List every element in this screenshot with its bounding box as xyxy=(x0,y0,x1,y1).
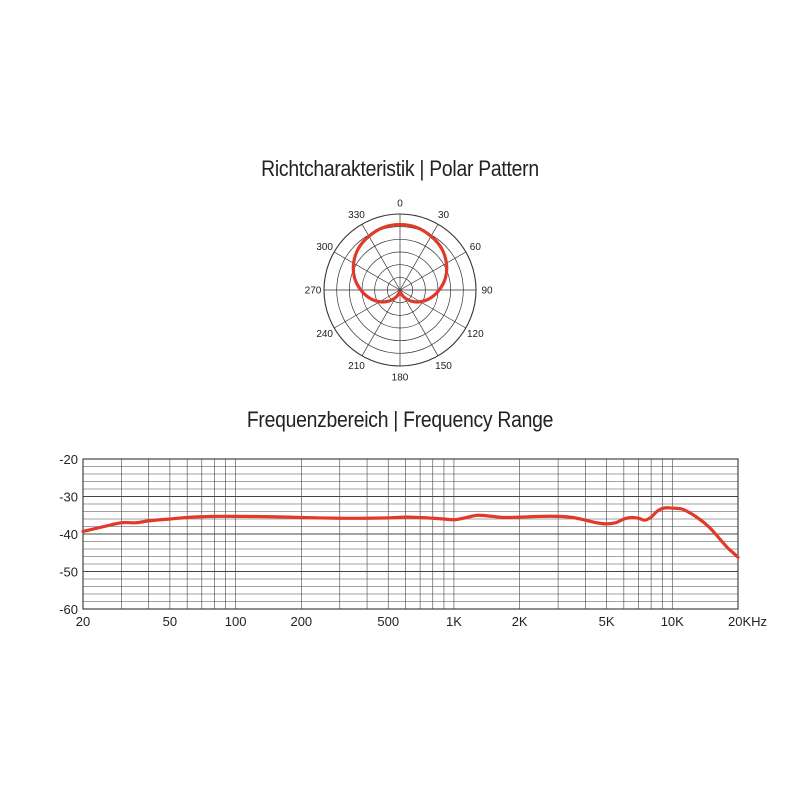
polar-angle-label: 180 xyxy=(392,373,409,384)
polar-spoke xyxy=(334,289,401,329)
freq-y-tick-label: -30 xyxy=(59,490,78,505)
polar-spoke xyxy=(399,289,439,356)
polar-angle-label: 150 xyxy=(435,361,452,372)
freq-x-tick-label: 2K xyxy=(512,614,528,629)
polar-angle-label: 210 xyxy=(348,361,365,372)
polar-spoke xyxy=(361,289,401,356)
freq-y-tick-label: -50 xyxy=(59,565,78,580)
polar-angle-label: 60 xyxy=(470,242,482,253)
freq-x-tick-label: 1K xyxy=(446,614,462,629)
polar-pattern-curve xyxy=(351,223,449,304)
freq-plot-frame xyxy=(82,458,739,610)
polar-spoke xyxy=(399,251,466,291)
polar-angle-label: 120 xyxy=(467,329,484,340)
polar-angle-label: 30 xyxy=(438,210,450,221)
freq-y-tick-label: -20 xyxy=(59,452,78,467)
frequency-range-title: Frequenzbereich | Frequency Range xyxy=(246,407,554,432)
polar-pattern-title: Richtcharakteristik | Polar Pattern xyxy=(261,156,539,181)
freq-y-tick-label: -60 xyxy=(59,602,78,617)
freq-x-tick-label: 5K xyxy=(599,614,615,629)
polar-angle-label: 240 xyxy=(316,329,333,340)
freq-x-tick-label: 500 xyxy=(377,614,399,629)
freq-x-tick-label: 200 xyxy=(290,614,312,629)
polar-angle-label: 330 xyxy=(348,210,365,221)
polar-angle-label: 270 xyxy=(305,286,322,297)
freq-y-tick-label: -40 xyxy=(59,527,78,542)
freq-x-tick-label: 10K xyxy=(661,614,684,629)
freq-x-tick-label: 20KHz xyxy=(728,614,767,629)
polar-spoke xyxy=(334,251,401,291)
freq-x-tick-label: 100 xyxy=(225,614,247,629)
polar-spoke xyxy=(399,289,466,329)
freq-x-tick-label: 50 xyxy=(163,614,177,629)
frequency-response-curve xyxy=(81,506,740,559)
freq-x-tick-label: 20 xyxy=(76,614,90,629)
polar-angle-label: 90 xyxy=(481,286,493,297)
polar-angle-label: 300 xyxy=(316,242,333,253)
polar-angle-label: 0 xyxy=(397,199,403,210)
